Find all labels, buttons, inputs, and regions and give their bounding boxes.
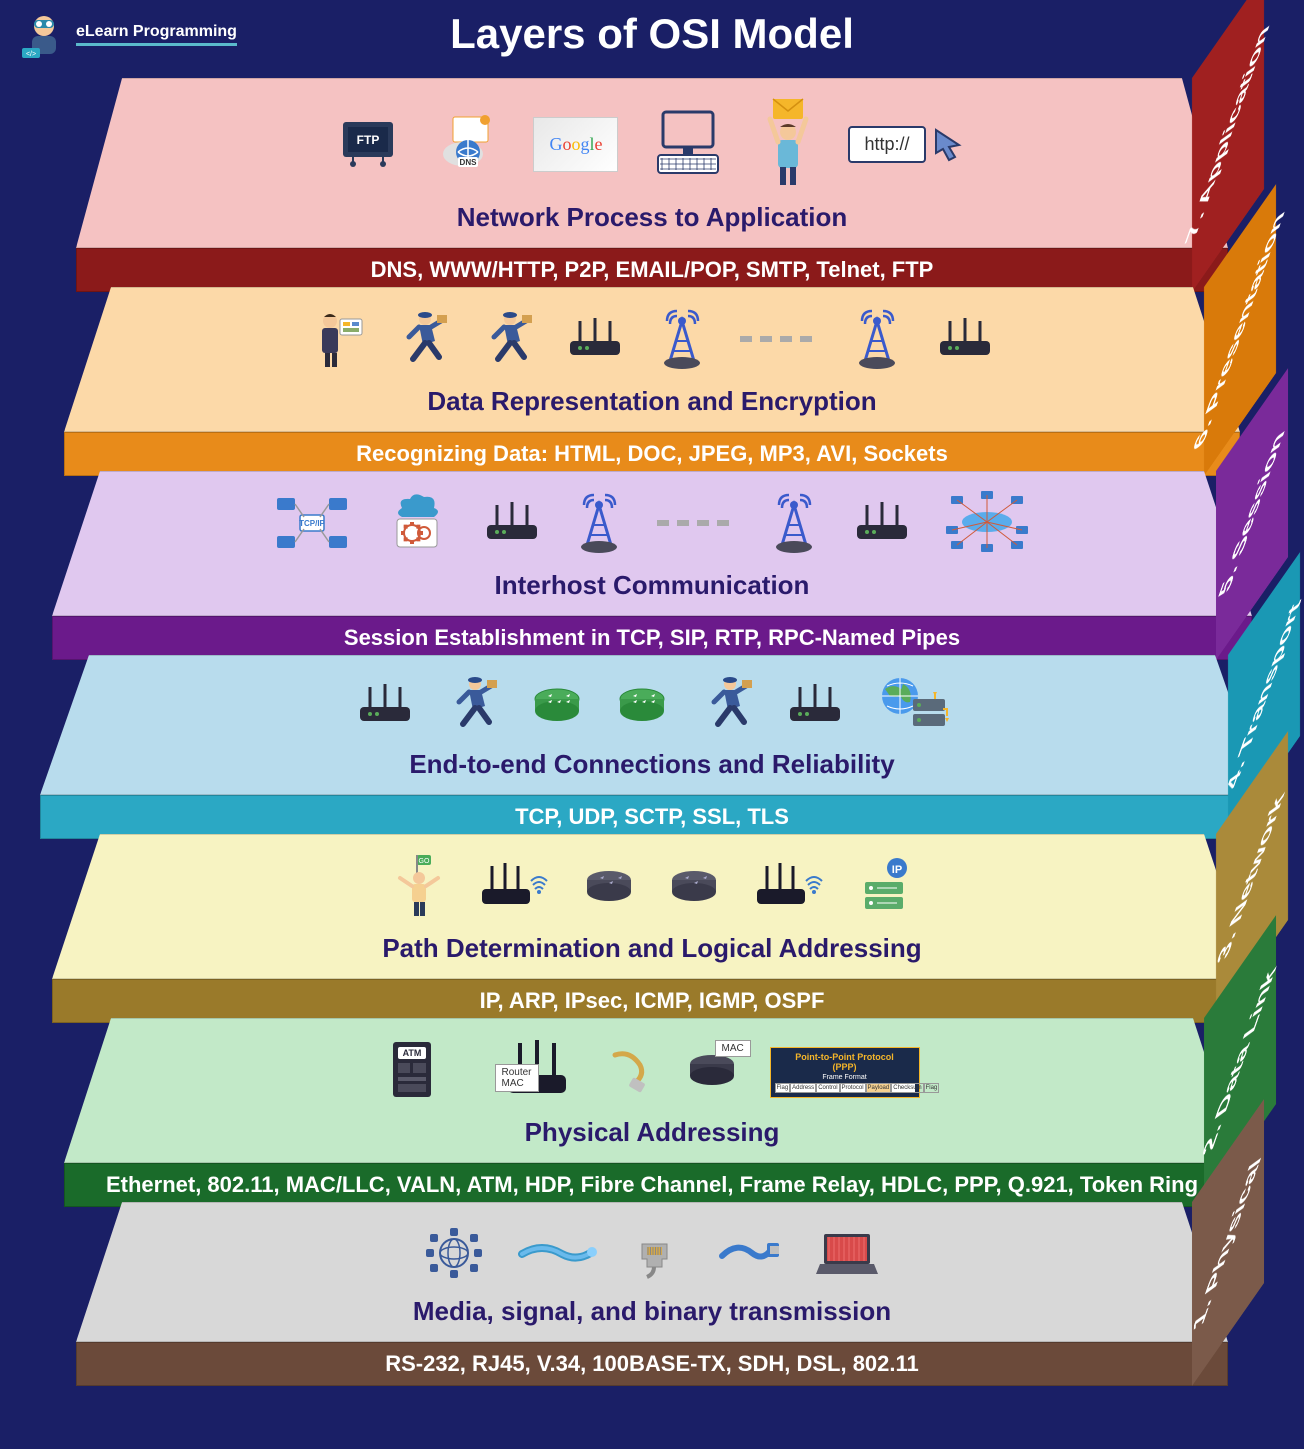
router-wifi-icon: [477, 861, 552, 916]
svg-text:ATM: ATM: [402, 1048, 421, 1058]
router-icon: [565, 316, 625, 366]
layer-icons: [310, 306, 995, 376]
ip-server-icon: IP: [857, 856, 912, 921]
globe-server-icon: [875, 674, 950, 739]
hub-green-icon: [530, 684, 585, 729]
person-flag-icon: GO: [392, 853, 447, 923]
layer-protocols: IP, ARP, IPsec, ICMP, IGMP, OSPF: [480, 988, 825, 1014]
runner-icon: [445, 674, 500, 739]
usb-icon: [712, 1231, 782, 1281]
presenter-icon: [310, 309, 365, 374]
layer-protocols: Ethernet, 802.11, MAC/LLC, VALN, ATM, HD…: [106, 1172, 1198, 1198]
avatar-icon: </>: [20, 10, 68, 58]
ftp-icon: FTP: [333, 112, 403, 177]
atm-icon: ATM: [385, 1037, 440, 1107]
layer-icons: [422, 1226, 882, 1286]
svg-text:</>: </>: [26, 51, 36, 58]
cable-icon: [605, 1045, 655, 1100]
layer-icons: TCP/IP: [272, 490, 1032, 560]
email-person-icon: [758, 97, 818, 192]
dashes-icon: [740, 329, 820, 354]
layer-protocols: DNS, WWW/HTTP, P2P, EMAIL/POP, SMTP, Tel…: [371, 257, 934, 283]
hub2-icon: [667, 868, 722, 908]
brand-logo: </> eLearn Programming: [20, 10, 237, 58]
router-icon: [482, 500, 542, 550]
runner2-icon: [480, 309, 535, 374]
layer-1-physical: Media, signal, and binary transmission R…: [76, 1202, 1228, 1386]
svg-text:FTP: FTP: [357, 133, 380, 147]
layer-subtitle: Path Determination and Logical Addressin…: [382, 933, 921, 964]
tower-icon: [655, 306, 710, 376]
layer-subtitle: Interhost Communication: [495, 570, 810, 601]
layer-subtitle: Physical Addressing: [525, 1117, 780, 1148]
svg-text:DNS: DNS: [460, 158, 478, 167]
hub-icon: [582, 868, 637, 908]
layer-icons: ATMRouterMACMACPoint-to-Point Protocol(P…: [385, 1037, 920, 1107]
router2-icon: [935, 316, 995, 366]
svg-text:GO: GO: [419, 858, 430, 865]
fiber-icon: [517, 1234, 597, 1279]
tower2-icon: [850, 306, 905, 376]
computer-icon: [648, 107, 728, 182]
gear-cloud-icon: [382, 493, 452, 558]
router-wifi2-icon: [752, 861, 827, 916]
layer-7-application: FTP DNS Google http:// Network Process to A…: [76, 78, 1228, 292]
tcpip-icon: TCP/IP: [272, 493, 352, 558]
layer-protocols: RS-232, RJ45, V.34, 100BASE-TX, SDH, DSL…: [385, 1351, 919, 1377]
layer-subtitle: Data Representation and Encryption: [427, 386, 876, 417]
social-globe-icon: [422, 1226, 487, 1286]
layer-protocols: Session Establishment in TCP, SIP, RTP, …: [344, 625, 960, 651]
layer-protocols: TCP, UDP, SCTP, SSL, TLS: [515, 804, 789, 830]
runner2-icon: [700, 674, 755, 739]
layer-icons: [355, 674, 950, 739]
brand-text: eLearn Programming: [76, 23, 237, 46]
svg-text:IP: IP: [892, 864, 902, 876]
mac-hub-icon: MAC: [685, 1052, 740, 1092]
dashes-icon: [657, 513, 737, 538]
layer-subtitle: End-to-end Connections and Reliability: [409, 749, 894, 780]
layer-subtitle: Network Process to Application: [457, 202, 848, 233]
google-icon: Google: [533, 117, 618, 172]
layer-icons: FTP DNS Google http://: [333, 97, 970, 192]
layer-3-network: GO IP Path Determination and Logical Addr…: [52, 834, 1252, 1023]
hub-green2-icon: [615, 684, 670, 729]
router2-icon: [785, 682, 845, 732]
layer-protocols: Recognizing Data: HTML, DOC, JPEG, MP3, …: [356, 441, 948, 467]
network-icon: [942, 490, 1032, 560]
dns-icon: DNS: [433, 112, 503, 177]
router-icon: [355, 682, 415, 732]
layer-subtitle: Media, signal, and binary transmission: [413, 1296, 891, 1327]
layer-2-data-link: ATMRouterMACMACPoint-to-Point Protocol(P…: [64, 1018, 1240, 1207]
ppp-icon: Point-to-Point Protocol(PPP)Frame Format…: [770, 1047, 920, 1098]
rj45-icon: [627, 1229, 682, 1284]
tower-icon: [572, 490, 627, 560]
svg-text:TCP/IP: TCP/IP: [299, 519, 325, 528]
layer-4-transport: End-to-end Connections and Reliability T…: [40, 655, 1264, 839]
tower2-icon: [767, 490, 822, 560]
laptop-red-icon: [812, 1226, 882, 1286]
osi-stack: FTP DNS Google http:// Network Process to A…: [40, 78, 1264, 1381]
http-icon: http://: [848, 125, 970, 165]
runner-icon: [395, 309, 450, 374]
router2-icon: [852, 500, 912, 550]
layer-6-presentation: Data Representation and Encryption Recog…: [64, 287, 1240, 476]
layer-icons: GO IP: [392, 853, 912, 923]
layer-5-session: TCP/IP Interhost Communication Session E…: [52, 471, 1252, 660]
